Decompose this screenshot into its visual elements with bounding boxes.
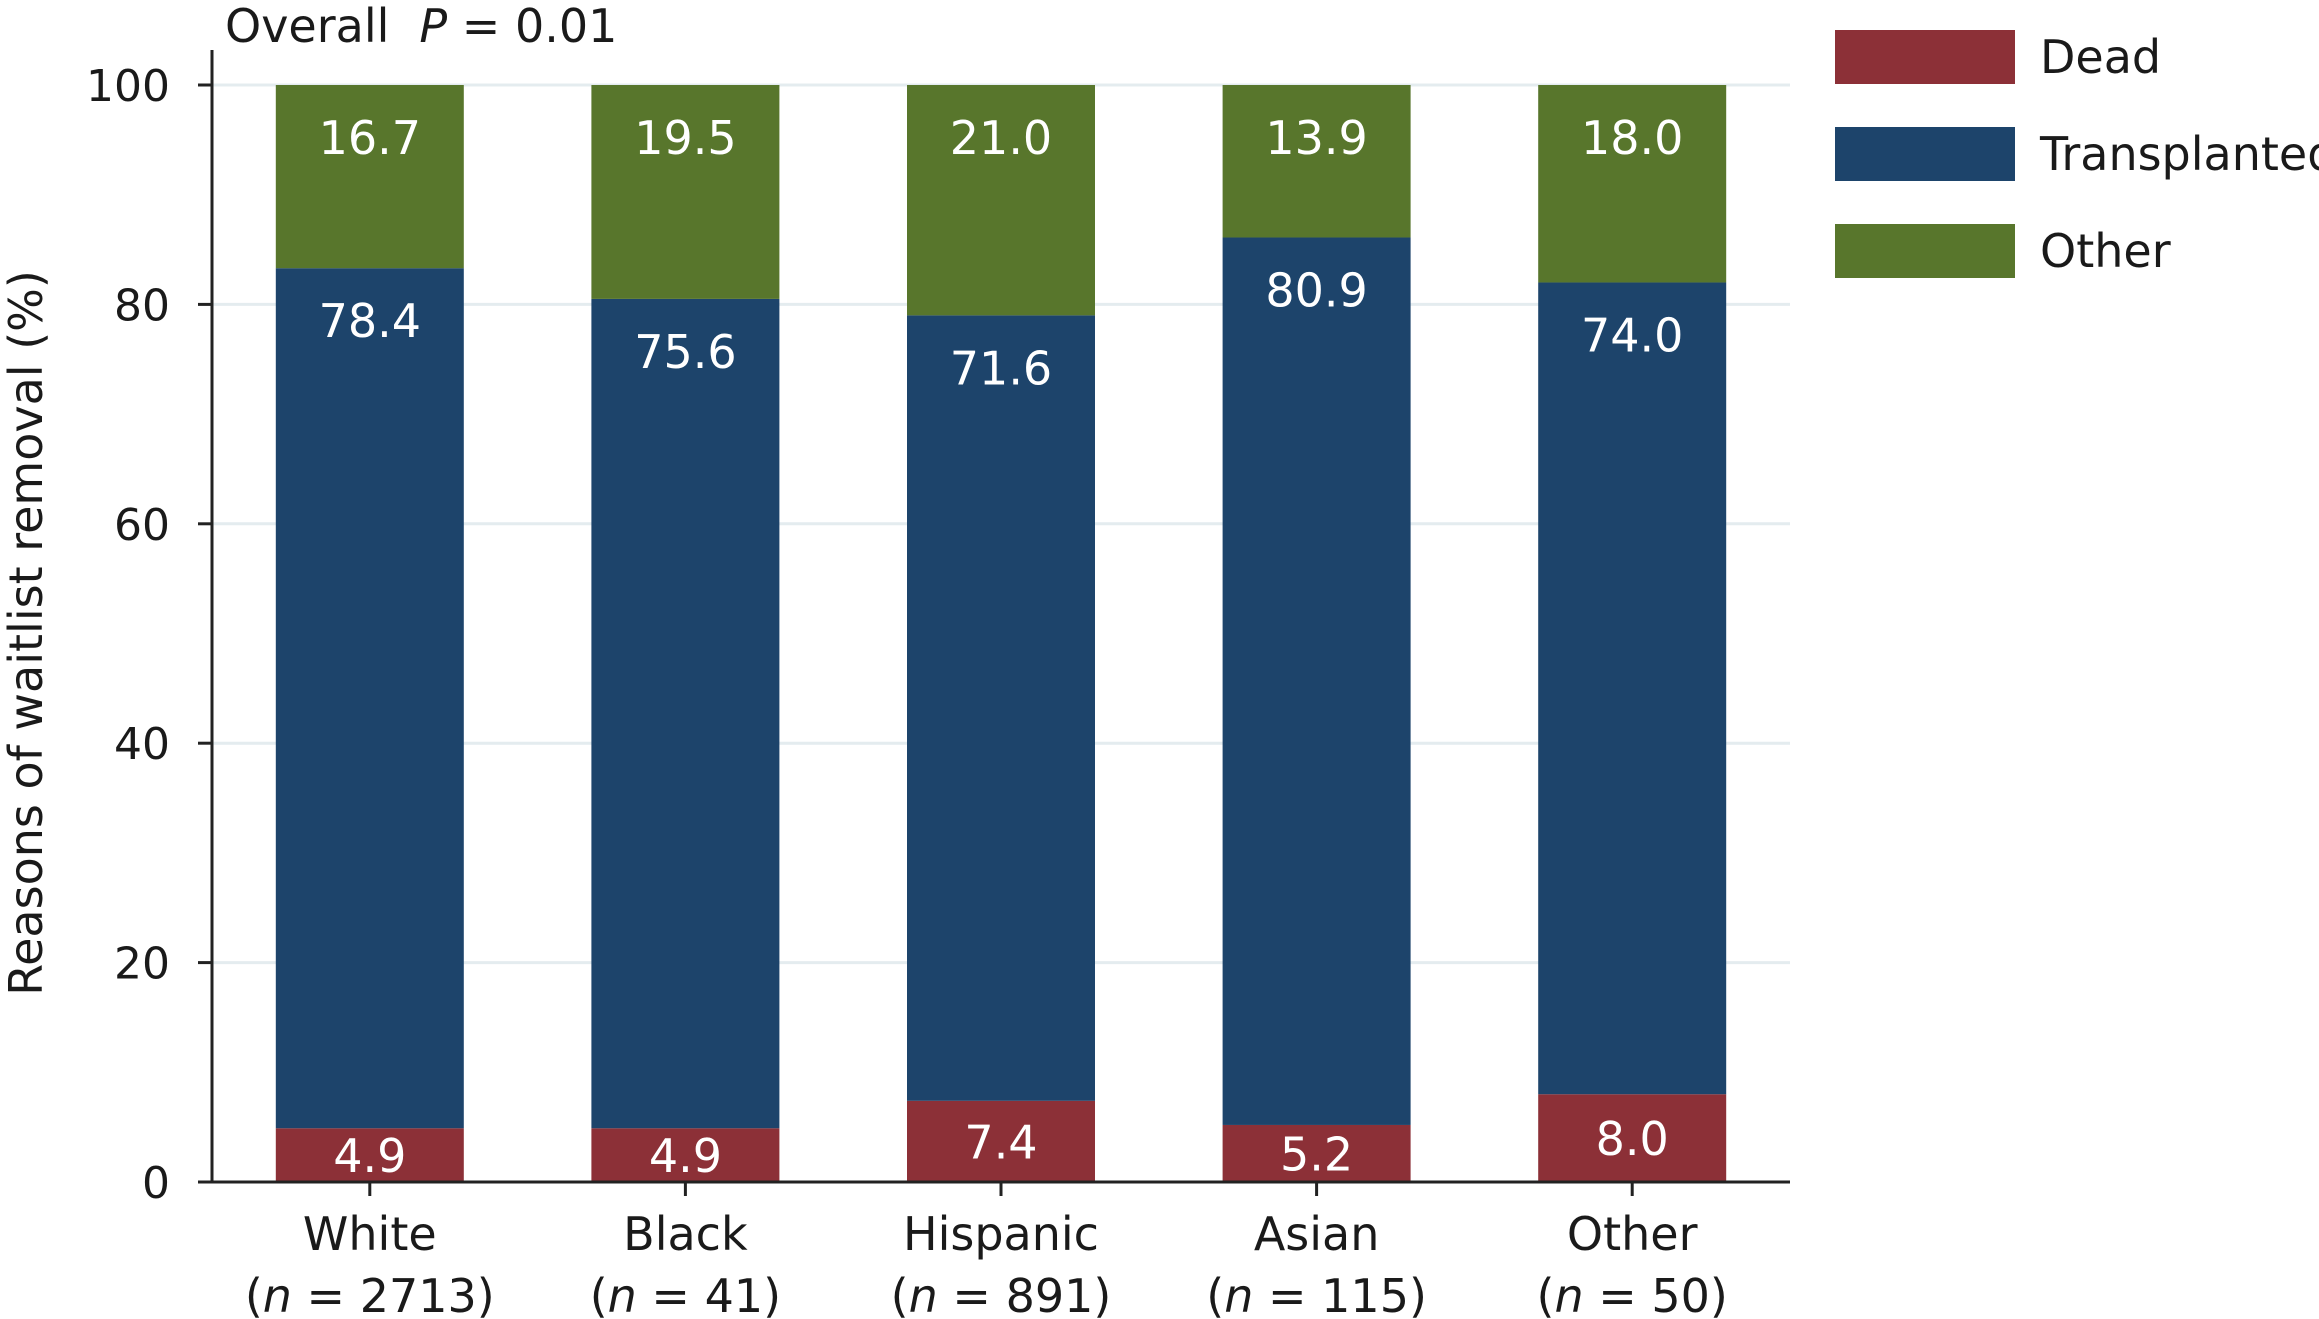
y-axis-label: Reasons of waitlist removal (%) — [0, 270, 53, 996]
bars: 4.9 78.4 16.7 4.9 75.6 19.5 7.4 71.6 21.0 5.2 80.9… — [275, 85, 1727, 1183]
bar-segment-dead — [591, 1128, 780, 1182]
legend-label-other: Other — [2040, 224, 2171, 278]
bar-value-label-transplanted: 80.9 — [1265, 263, 1367, 317]
x-category-count: (n = 891) — [891, 1269, 1112, 1319]
bar-segment-dead — [1222, 1124, 1411, 1182]
x-category-count: (n = 115) — [1206, 1269, 1427, 1319]
bar-segment-transplanted — [1222, 237, 1411, 1125]
bar-value-label-dead: 4.9 — [333, 1129, 406, 1183]
bar-value-label-dead: 7.4 — [964, 1115, 1037, 1169]
legend-swatch-dead — [1835, 30, 2015, 84]
bar-segment-other — [1222, 85, 1411, 238]
y-tick-label: 60 — [114, 500, 170, 551]
bar-segment-other — [907, 85, 1095, 316]
bar-segment-dead — [907, 1100, 1095, 1182]
legend-label-dead: Dead — [2040, 30, 2161, 84]
y-tick-label: 80 — [114, 280, 170, 331]
legend: Dead Transplanted Other — [1835, 30, 2319, 278]
legend-label-transplanted: Transplanted — [2039, 127, 2319, 181]
bar-segment-dead — [1538, 1094, 1727, 1182]
bar-segment-transplanted — [275, 268, 464, 1129]
bar-value-label-dead: 4.9 — [649, 1129, 722, 1183]
y-axis-ticks: 0 20 40 60 80 100 — [86, 61, 212, 1209]
x-category-count: (n = 50) — [1537, 1269, 1728, 1319]
y-tick-label: 40 — [114, 719, 170, 770]
bar-segment-dead — [275, 1128, 464, 1182]
annotation-stat: P — [419, 0, 447, 53]
x-category-label: Other — [1567, 1207, 1698, 1261]
bar-value-label-transplanted: 74.0 — [1581, 308, 1683, 362]
bar-segment-transplanted — [591, 298, 780, 1129]
bar-segment-transplanted — [907, 315, 1095, 1101]
bar-value-label-other: 18.0 — [1581, 111, 1683, 165]
bar-value-label-other: 13.9 — [1265, 111, 1367, 165]
bar-value-label-transplanted: 75.6 — [634, 325, 736, 379]
bar-value-label-other: 19.5 — [634, 111, 736, 165]
bar-value-label-dead: 5.2 — [1280, 1127, 1353, 1181]
legend-swatch-transplanted — [1835, 127, 2015, 181]
x-category-count: (n = 41) — [590, 1269, 781, 1319]
y-tick-label: 100 — [86, 61, 170, 112]
bar-value-label-dead: 8.0 — [1596, 1112, 1669, 1166]
x-category-label: Hispanic — [903, 1207, 1099, 1261]
y-tick-label: 20 — [114, 939, 170, 990]
y-tick-label: 0 — [142, 1158, 170, 1209]
bar-value-label-other: 21.0 — [950, 111, 1052, 165]
bar-segment-other — [591, 85, 780, 299]
x-category-label: Asian — [1254, 1207, 1380, 1261]
annotation-prefix: Overall — [225, 0, 389, 53]
x-category-label: White — [303, 1207, 437, 1261]
legend-swatch-other — [1835, 224, 2015, 278]
bar-segment-other — [1538, 85, 1727, 283]
annotation-value: = 0.01 — [447, 0, 617, 53]
bar-value-label-transplanted: 71.6 — [950, 341, 1052, 395]
axes — [210, 50, 1790, 1196]
x-axis-labels: White (n = 2713) Black (n = 41) Hispanic (n =… — [245, 1207, 1728, 1319]
bar-segment-other — [275, 85, 464, 269]
bar-value-label-transplanted: 78.4 — [319, 294, 421, 348]
chart-annotation: Overall P = 0.01 — [225, 0, 617, 53]
x-category-label: Black — [623, 1207, 748, 1261]
bar-segment-transplanted — [1538, 282, 1727, 1095]
x-category-count: (n = 2713) — [245, 1269, 495, 1319]
bar-value-label-other: 16.7 — [319, 111, 421, 165]
